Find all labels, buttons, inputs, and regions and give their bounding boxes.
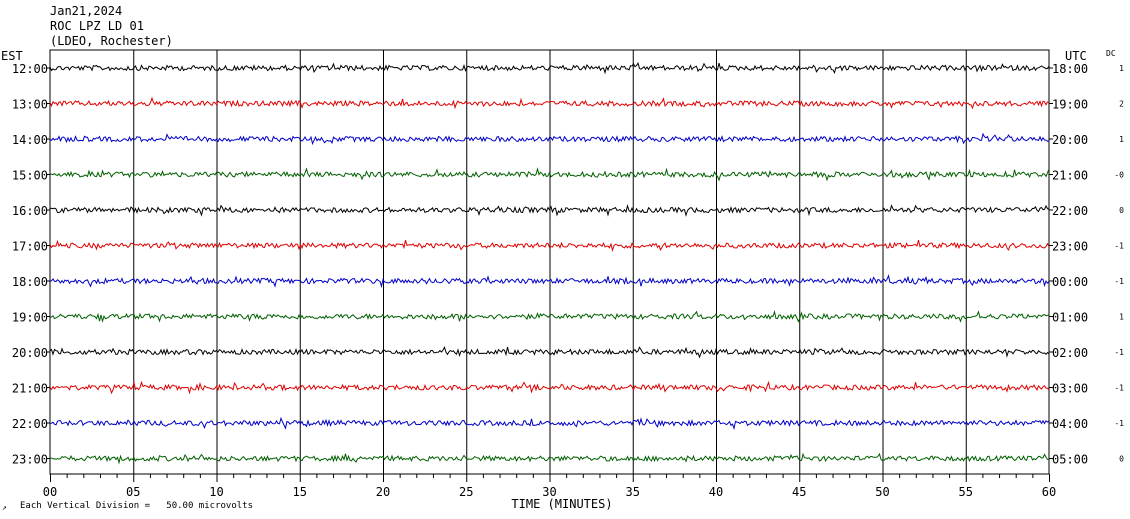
dc-value: -1 — [1114, 419, 1124, 428]
seismic-trace — [49, 345, 1050, 359]
dc-value: 1 — [1119, 313, 1124, 322]
dc-value: 1 — [1119, 135, 1124, 144]
seismic-trace — [49, 380, 1050, 395]
dc-value: 2 — [1119, 100, 1124, 109]
utc-hour-label: 19:00 — [1052, 98, 1088, 112]
utc-hour-label: 03:00 — [1052, 382, 1088, 396]
x-tick-label: 20 — [376, 485, 390, 499]
utc-hour-label: 22:00 — [1052, 204, 1088, 218]
x-tick-label: 50 — [875, 485, 889, 499]
x-tick-label: 30 — [542, 485, 556, 499]
seismic-trace — [49, 416, 1050, 431]
seismic-trace — [49, 274, 1050, 289]
footer-note: Each Vertical Division = 50.00 microvolt… — [20, 501, 253, 511]
x-axis-label: TIME (MINUTES) — [511, 497, 612, 511]
x-tick-label: 25 — [459, 485, 473, 499]
est-hour-label: 23:00 — [12, 453, 48, 467]
date-label: Jan21,2024 — [50, 4, 123, 18]
utc-hour-label: 18:00 — [1052, 62, 1088, 76]
x-tick-label: 05 — [126, 485, 140, 499]
network-label: (LDEO, Rochester) — [50, 34, 173, 48]
est-hour-label: 13:00 — [12, 98, 48, 112]
utc-axis-label: UTC — [1065, 49, 1087, 63]
dc-value: -1 — [1114, 277, 1124, 286]
scale-arrow-icon: ↗ — [2, 503, 7, 512]
utc-hour-label: 05:00 — [1052, 453, 1088, 467]
dc-value: -1 — [1114, 348, 1124, 357]
utc-hour-label: 04:00 — [1052, 417, 1088, 431]
utc-hour-label: 01:00 — [1052, 311, 1088, 325]
x-tick-label: 55 — [959, 485, 973, 499]
seismic-trace — [49, 309, 1050, 323]
x-tick-label: 45 — [792, 485, 806, 499]
utc-hour-label: 23:00 — [1052, 240, 1088, 254]
est-hour-label: 21:00 — [12, 382, 48, 396]
dc-label: DC — [1106, 49, 1116, 58]
dc-value: 1 — [1119, 64, 1124, 73]
station-label: ROC LPZ LD 01 — [50, 19, 144, 33]
dc-value: 0 — [1119, 455, 1124, 464]
x-tick-label: 40 — [709, 485, 723, 499]
est-hour-label: 20:00 — [12, 346, 48, 360]
utc-hour-label: 02:00 — [1052, 346, 1088, 360]
x-tick-label: 00 — [43, 485, 57, 499]
utc-hour-label: 21:00 — [1052, 169, 1088, 183]
seismic-trace — [49, 132, 1050, 146]
x-tick-label: 35 — [626, 485, 640, 499]
seismic-trace — [49, 239, 1050, 253]
est-hour-label: 14:00 — [12, 133, 48, 147]
dc-value: -1 — [1114, 384, 1124, 393]
x-tick-label: 60 — [1042, 485, 1056, 499]
seismic-trace — [49, 203, 1050, 217]
seismic-trace — [49, 62, 1050, 75]
est-hour-label: 18:00 — [12, 275, 48, 289]
est-hour-label: 17:00 — [12, 240, 48, 254]
est-hour-label: 12:00 — [12, 62, 48, 76]
seismic-trace — [49, 96, 1050, 110]
dc-value: -0 — [1114, 171, 1124, 180]
dc-value: -1 — [1114, 242, 1124, 251]
utc-hour-label: 00:00 — [1052, 275, 1088, 289]
est-hour-label: 19:00 — [12, 311, 48, 325]
est-hour-label: 15:00 — [12, 169, 48, 183]
est-hour-label: 16:00 — [12, 204, 48, 218]
seismic-trace — [49, 452, 1050, 465]
utc-hour-label: 20:00 — [1052, 133, 1088, 147]
x-tick-label: 10 — [209, 485, 223, 499]
x-tick-label: 15 — [293, 485, 307, 499]
est-axis-label: EST — [1, 49, 23, 63]
dc-value: 0 — [1119, 206, 1124, 215]
seismic-trace — [49, 167, 1050, 182]
est-hour-label: 22:00 — [12, 417, 48, 431]
